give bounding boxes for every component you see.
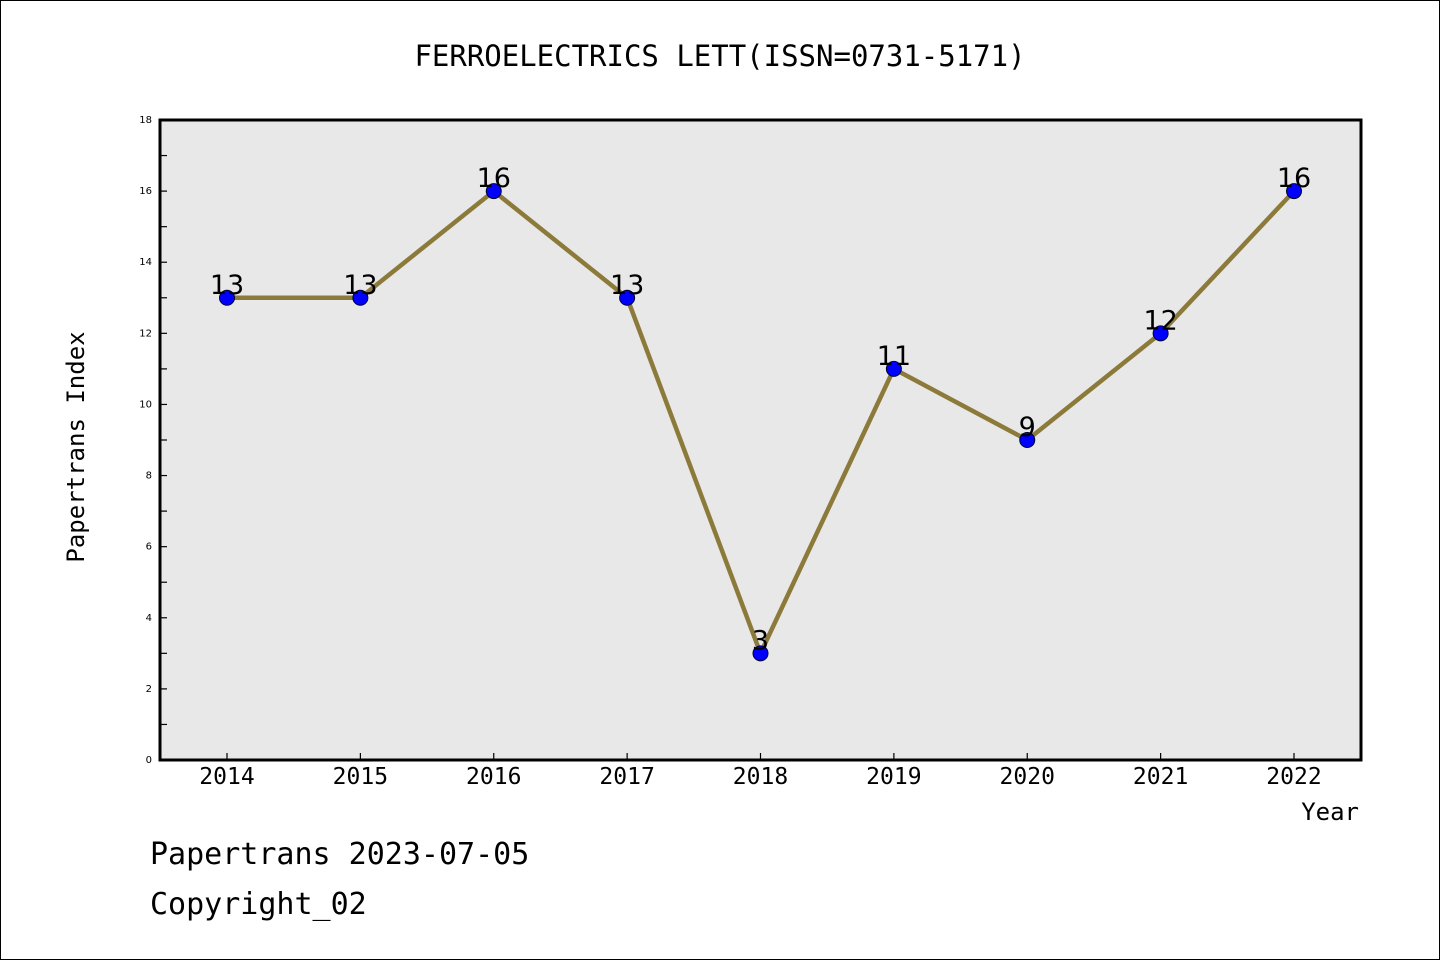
data-point [885, 360, 902, 377]
data-label: 9 [1019, 412, 1036, 443]
data-label: 16 [1277, 163, 1311, 194]
data-point [619, 289, 636, 306]
x-tick-label: 2017 [599, 764, 654, 790]
data-label: 3 [752, 625, 769, 656]
data-point [219, 289, 235, 306]
y-tick-label: 2 [146, 684, 152, 695]
footer-copyright: Copyright_02 [150, 887, 367, 922]
data-point [485, 183, 502, 200]
x-tick-label: 2020 [1000, 764, 1055, 790]
plot-area [158, 118, 1363, 762]
x-tick-label: 2014 [199, 764, 254, 790]
data-label: 16 [477, 163, 511, 194]
y-axis-label: Papertrans Index [62, 331, 90, 562]
y-tick-label: 6 [146, 542, 152, 553]
y-tick-label: 4 [146, 613, 152, 624]
data-point [1152, 325, 1169, 342]
x-tick-label: 2016 [466, 764, 521, 790]
series-group: 13 13 16 13 3 11 9 12 16 [210, 163, 1311, 662]
data-label: 12 [1143, 305, 1177, 336]
x-axis-label: Year [1301, 798, 1359, 826]
y-tick-label: 12 [139, 328, 152, 339]
data-point [1286, 183, 1302, 200]
y-tick-label: 14 [139, 257, 152, 268]
x-axis: 2014 2015 2016 2017 2018 2019 2020 2021 2022 [199, 753, 1322, 790]
data-label: 13 [610, 270, 644, 301]
data-point [752, 645, 769, 662]
y-axis: 0 2 4 6 8 10 12 14 16 18 [139, 115, 167, 766]
y-tick-label: 8 [146, 471, 152, 482]
y-tick-label: 16 [139, 186, 152, 197]
chart-title: FERROELECTRICS LETT(ISSN=0731-5171) [414, 39, 1025, 73]
x-tick-label: 2019 [866, 764, 921, 790]
y-tick-label: 18 [139, 115, 152, 126]
data-label: 13 [210, 270, 244, 301]
y-tick-label: 0 [146, 755, 152, 766]
footer-credit: Papertrans 2023-07-05 [150, 837, 529, 872]
x-tick-label: 2018 [733, 764, 788, 790]
data-label: 13 [343, 270, 377, 301]
x-tick-label: 2015 [333, 764, 388, 790]
y-tick-label: 10 [139, 399, 152, 410]
data-label: 11 [877, 341, 911, 372]
x-tick-label: 2022 [1266, 764, 1321, 790]
data-point [1019, 432, 1036, 448]
data-point [352, 289, 369, 306]
x-tick-label: 2021 [1133, 764, 1188, 790]
